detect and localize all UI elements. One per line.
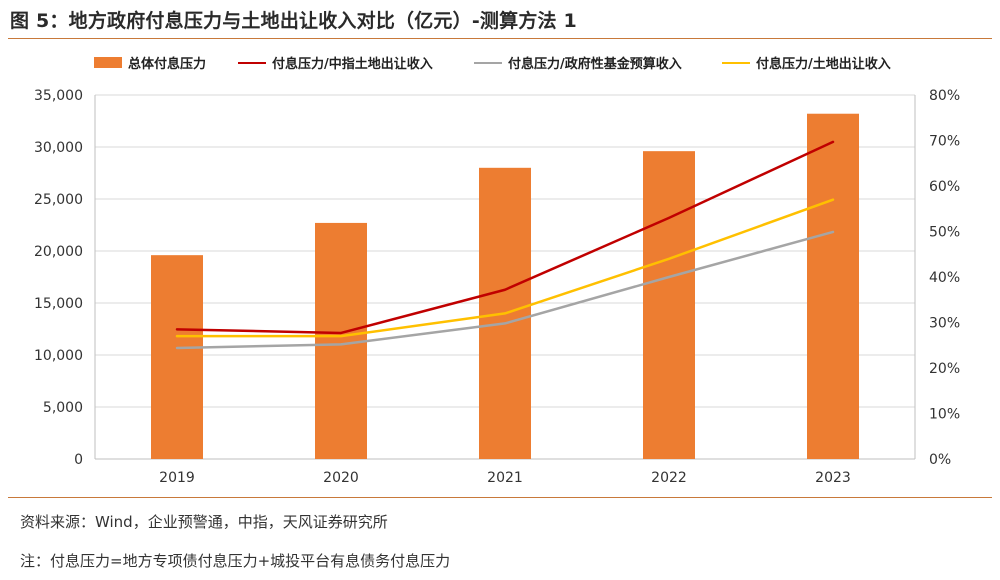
chart-plot: 0 5,000 10,000 15,000 20,000 25,000 30,000 35,0… xyxy=(34,88,960,486)
x-tick-label: 2020 xyxy=(323,470,359,486)
y-left-tick-label: 10,000 xyxy=(34,348,83,364)
series-line-gray xyxy=(175,230,835,350)
y-left-tick-label: 30,000 xyxy=(34,140,83,156)
y-left-tick-label: 25,000 xyxy=(34,192,83,208)
legend-item-red: 付息压力/中指土地出让收入 xyxy=(238,53,433,72)
y-left-tick-label: 35,000 xyxy=(34,88,83,104)
chart-legend: 总体付息压力 付息压力/中指土地出让收入 付息压力/政府性基金预算收入 付息压力… xyxy=(0,53,1000,73)
legend-item-yellow: 付息压力/土地出让收入 xyxy=(722,53,891,72)
legend-swatch-bar xyxy=(94,57,122,68)
y-right-tick-label: 80% xyxy=(929,88,960,104)
legend-item-bar: 总体付息压力 xyxy=(94,53,206,72)
y-right-tick-label: 50% xyxy=(929,225,960,241)
y-right-tick-label: 30% xyxy=(929,316,960,332)
y-right-tick-label: 70% xyxy=(929,134,960,150)
y-left-tick-label: 0 xyxy=(74,452,83,468)
legend-label-red: 付息压力/中指土地出让收入 xyxy=(272,57,433,72)
top-rule xyxy=(8,38,992,39)
y-left-tick-label: 20,000 xyxy=(34,244,83,260)
footnote: 注：付息压力=地方专项债付息压力+城投平台有息债务付息压力 xyxy=(20,552,451,570)
bar xyxy=(151,255,203,459)
y-right-tick-label: 60% xyxy=(929,179,960,195)
source-note: 资料来源：Wind，企业预警通，中指，天风证券研究所 xyxy=(20,513,388,531)
bottom-rule xyxy=(8,497,992,498)
legend-swatch-gray xyxy=(474,61,502,64)
x-tick-label: 2021 xyxy=(487,470,523,486)
legend-label-gray: 付息压力/政府性基金预算收入 xyxy=(508,57,682,72)
legend-swatch-yellow xyxy=(722,61,750,64)
bar xyxy=(643,151,695,459)
figure-title: 图 5：地方政府付息压力与土地出让收入对比（亿元）-测算方法 1 xyxy=(10,10,577,32)
legend-label-yellow: 付息压力/土地出让收入 xyxy=(756,57,891,72)
legend-label-bar: 总体付息压力 xyxy=(128,57,207,72)
x-tick-label: 2023 xyxy=(815,470,851,486)
legend-item-gray: 付息压力/政府性基金预算收入 xyxy=(474,53,682,72)
y-right-tick-label: 20% xyxy=(929,361,960,377)
y-left-tick-label: 15,000 xyxy=(34,296,83,312)
series-line-yellow xyxy=(175,198,835,338)
x-tick-label: 2022 xyxy=(651,470,687,486)
bar xyxy=(807,113,859,459)
y-left-tick-label: 5,000 xyxy=(43,400,83,416)
series-line-red xyxy=(175,140,835,335)
legend-swatch-red xyxy=(238,61,266,64)
x-tick-label: 2019 xyxy=(159,470,195,486)
y-right-tick-label: 10% xyxy=(929,407,960,423)
y-right-tick-label: 0% xyxy=(929,452,951,468)
y-right-tick-label: 40% xyxy=(929,270,960,286)
